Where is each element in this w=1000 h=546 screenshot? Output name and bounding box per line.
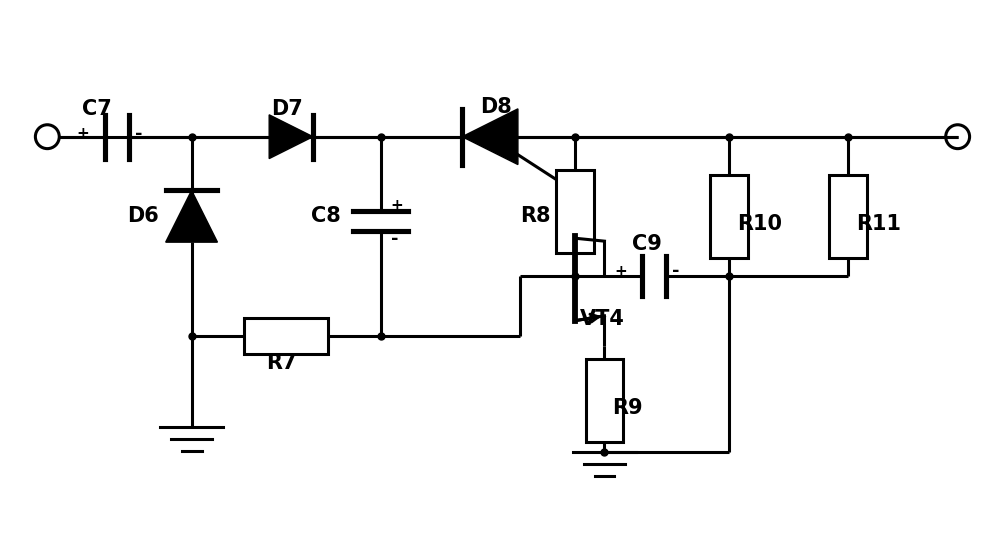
Polygon shape <box>166 191 217 242</box>
Text: +: + <box>391 198 403 213</box>
Polygon shape <box>269 115 313 158</box>
Text: -: - <box>391 230 398 248</box>
Text: R10: R10 <box>737 214 782 234</box>
Text: R8: R8 <box>520 206 550 226</box>
Text: -: - <box>672 262 680 280</box>
Text: +: + <box>614 264 627 278</box>
Text: C8: C8 <box>311 206 341 226</box>
Bar <box>829 175 867 258</box>
Text: R9: R9 <box>612 398 643 418</box>
Polygon shape <box>462 109 518 164</box>
Text: C9: C9 <box>632 234 662 254</box>
Text: R7: R7 <box>266 353 297 373</box>
Text: D8: D8 <box>480 97 512 117</box>
Bar <box>556 169 594 253</box>
Bar <box>244 318 328 354</box>
Text: -: - <box>135 124 143 143</box>
Bar <box>710 175 748 258</box>
Text: VT4: VT4 <box>580 308 624 329</box>
Text: R11: R11 <box>856 214 901 234</box>
Text: D7: D7 <box>271 99 303 119</box>
Text: +: + <box>77 126 90 141</box>
Text: D6: D6 <box>127 206 159 226</box>
Bar <box>586 359 623 442</box>
Text: C7: C7 <box>82 99 112 119</box>
